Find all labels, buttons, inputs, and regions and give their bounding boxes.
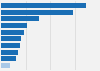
Bar [1,23,27,28]
Bar [1,30,24,35]
Bar [1,16,39,21]
Bar [1,50,18,55]
Bar [1,3,86,8]
Bar [1,43,20,48]
Bar [1,63,10,68]
Bar [1,36,22,41]
Bar [1,10,73,15]
Bar [1,56,16,61]
